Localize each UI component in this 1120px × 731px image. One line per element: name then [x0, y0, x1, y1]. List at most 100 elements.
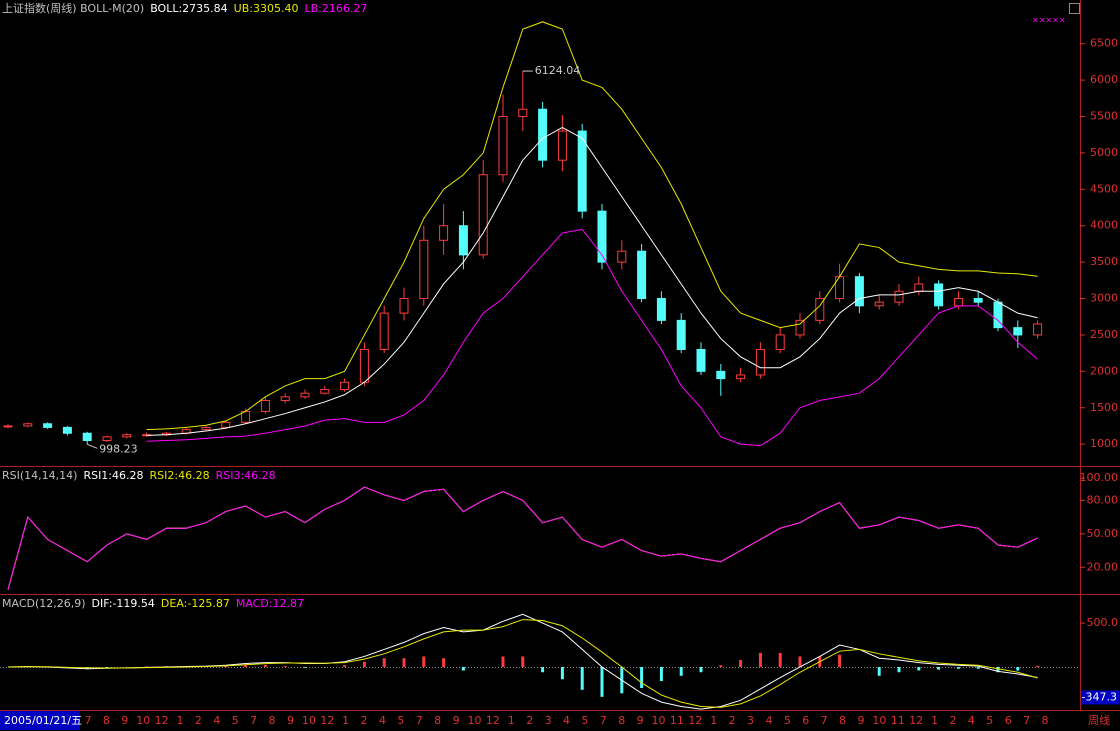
x-tick-label: 12	[486, 714, 500, 727]
y-tick-label: 3000	[1090, 292, 1118, 305]
y-tick-label: 5000	[1090, 146, 1118, 159]
candle-body	[1013, 327, 1023, 336]
x-tick-label: 9	[453, 714, 460, 727]
candle-body	[62, 426, 72, 434]
y-tick-label: 500.0	[1087, 616, 1119, 629]
x-tick-label: 11	[670, 714, 684, 727]
candle-body	[439, 225, 449, 241]
x-tick-label: 8	[434, 714, 441, 727]
x-tick-label: 3	[747, 714, 754, 727]
y-tick-label: 2000	[1090, 364, 1118, 377]
x-tick-label: 4	[968, 714, 975, 727]
legend-entry: DEA:-125.87	[161, 597, 230, 610]
candle-body	[696, 349, 706, 372]
panel-title: MACD(12,26,9)	[2, 597, 86, 610]
candle-body	[557, 130, 567, 161]
candle-body	[3, 425, 13, 428]
x-tick-label: 5	[232, 714, 239, 727]
x-tick-label: 12	[320, 714, 334, 727]
x-tick-label: 3	[545, 714, 552, 727]
x-tick-label: 7	[416, 714, 423, 727]
legend-entry: LB:2166.27	[304, 2, 367, 15]
y-tick-label: 20.00	[1087, 560, 1119, 573]
x-tick-label: 6	[802, 714, 809, 727]
x-tick-label: 2	[361, 714, 368, 727]
candle-body	[23, 423, 33, 427]
x-tick-label: 1	[342, 714, 349, 727]
panel-title: 上证指数(周线) BOLL-M(20)	[2, 1, 144, 15]
y-tick-label: 1500	[1090, 401, 1118, 414]
x-tick-label: 7	[1023, 714, 1030, 727]
y-tick-label: 4500	[1090, 182, 1118, 195]
y-tick-label: 6000	[1090, 73, 1118, 86]
low-label: 998.23	[99, 442, 138, 455]
period-label: 周线	[1088, 713, 1110, 727]
candle-body	[300, 392, 310, 398]
candle-body	[221, 421, 231, 428]
candle-body	[359, 349, 369, 383]
x-tick-label: 7	[821, 714, 828, 727]
candle-body	[102, 436, 112, 442]
x-tick-label: 8	[269, 714, 276, 727]
legend-entry: UB:3305.40	[234, 2, 299, 15]
current-value-label: -347.3	[1082, 690, 1117, 703]
candle-body	[676, 319, 686, 350]
legend-entry: RSI2:46.28	[150, 469, 210, 482]
candle-body	[379, 312, 389, 350]
x-tick-label: 12	[909, 714, 923, 727]
x-tick-label: 12	[688, 714, 702, 727]
x-tick-label: 1	[710, 714, 717, 727]
candle-body	[755, 349, 765, 376]
series-line	[146, 21, 1038, 431]
x-tick-label: 12	[155, 714, 169, 727]
x-tick-label: 11	[891, 714, 905, 727]
y-tick-label: 3500	[1090, 255, 1118, 268]
candle-body	[1033, 323, 1043, 336]
x-tick-label: 9	[121, 714, 128, 727]
x-tick-label: 10	[302, 714, 316, 727]
series-line	[7, 619, 1038, 708]
y-tick-label: 2500	[1090, 328, 1118, 341]
candle-body	[894, 290, 904, 303]
candle-body	[538, 108, 548, 161]
x-tick-label: 4	[213, 714, 220, 727]
annotation-leader	[87, 443, 98, 449]
corner-box[interactable]	[1069, 3, 1080, 14]
y-tick-label: 100.00	[1080, 471, 1119, 484]
candle-body	[340, 381, 350, 391]
candle-body	[518, 108, 528, 117]
candle-body	[736, 374, 746, 380]
x-tick-label: 5	[986, 714, 993, 727]
candle-body	[795, 319, 805, 336]
candle-body	[775, 334, 785, 350]
x-tick-label: 10	[872, 714, 886, 727]
candle-body	[637, 250, 647, 300]
candle-body	[498, 116, 508, 176]
x-tick-label: 9	[637, 714, 644, 727]
candle-body	[577, 130, 587, 212]
candle-body	[201, 426, 211, 431]
candle-body	[656, 298, 666, 321]
x-tick-label: 10	[136, 714, 150, 727]
x-tick-label: 8	[1042, 714, 1049, 727]
x-tick-label: 7	[85, 714, 92, 727]
x-tick-label: 1	[177, 714, 184, 727]
legend-entry: DIF:-119.54	[92, 597, 155, 610]
candle-body	[82, 432, 92, 442]
x-tick-label: 2	[729, 714, 736, 727]
candle-body	[419, 239, 429, 300]
y-tick-label: 6500	[1090, 37, 1118, 50]
y-tick-label: 5500	[1090, 110, 1118, 123]
x-tick-label: 10	[467, 714, 481, 727]
legend-entry: BOLL:2735.84	[150, 2, 227, 15]
x-tick-label: 6	[1005, 714, 1012, 727]
candle-body	[617, 250, 627, 263]
y-tick-label: 1000	[1090, 437, 1118, 450]
candle-body	[43, 423, 53, 428]
x-tick-label: 1	[508, 714, 515, 727]
x-tick-label: 9	[287, 714, 294, 727]
legend-entry: RSI1:46.28	[83, 469, 143, 482]
candle-body	[597, 210, 607, 263]
x-tick-label: 5	[397, 714, 404, 727]
